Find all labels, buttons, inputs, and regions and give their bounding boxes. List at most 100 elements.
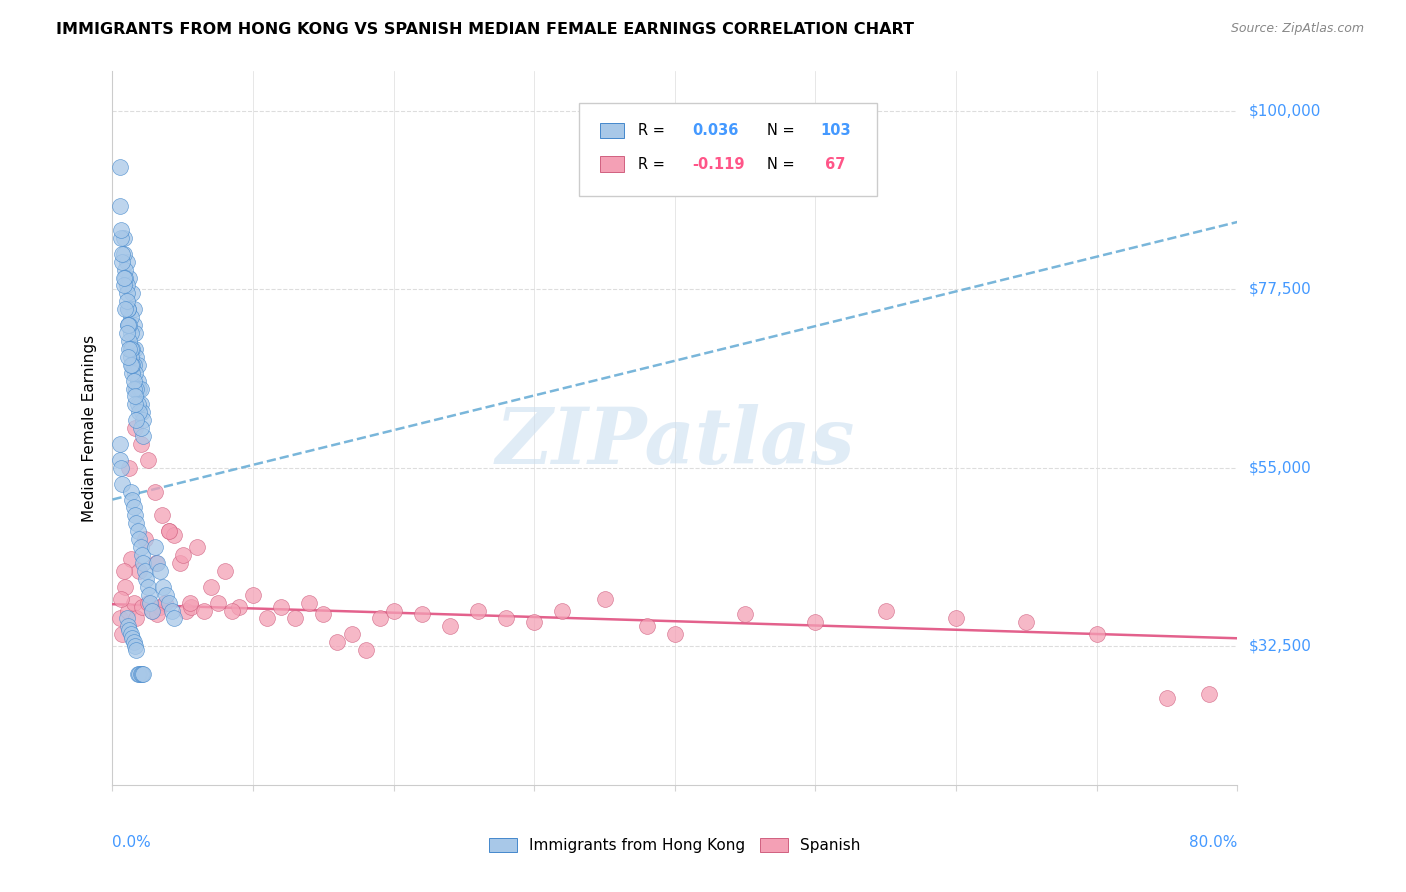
Text: Source: ZipAtlas.com: Source: ZipAtlas.com bbox=[1230, 22, 1364, 36]
Text: 67: 67 bbox=[820, 157, 845, 171]
Point bbox=[127, 667, 149, 681]
Point bbox=[112, 231, 135, 245]
Text: 80.0%: 80.0% bbox=[1189, 835, 1237, 850]
Point bbox=[120, 484, 142, 499]
Point bbox=[193, 603, 215, 617]
Point bbox=[122, 500, 145, 515]
Point bbox=[256, 611, 278, 625]
Point bbox=[1198, 687, 1220, 701]
Point bbox=[110, 460, 132, 475]
Point bbox=[121, 286, 143, 301]
Point bbox=[221, 603, 243, 617]
Text: $32,500: $32,500 bbox=[1249, 639, 1312, 654]
Point bbox=[118, 342, 141, 356]
Point bbox=[121, 632, 143, 646]
Point bbox=[153, 596, 176, 610]
Point bbox=[115, 254, 138, 268]
Point bbox=[125, 516, 148, 531]
Point bbox=[155, 588, 177, 602]
Point bbox=[108, 160, 131, 174]
Point bbox=[122, 374, 145, 388]
Point bbox=[117, 302, 139, 317]
Bar bbox=[599, 123, 624, 138]
Point bbox=[129, 421, 152, 435]
Point bbox=[1156, 690, 1178, 705]
Point bbox=[120, 350, 142, 364]
Point bbox=[284, 611, 307, 625]
Point bbox=[163, 611, 186, 625]
Point bbox=[312, 607, 335, 622]
Point bbox=[127, 374, 149, 388]
Point bbox=[128, 564, 150, 578]
Point bbox=[117, 603, 139, 617]
Point bbox=[169, 556, 191, 570]
Point bbox=[127, 358, 149, 372]
Point bbox=[132, 413, 155, 427]
Point bbox=[174, 603, 197, 617]
Point bbox=[117, 619, 139, 633]
Point bbox=[207, 596, 229, 610]
Text: -0.119: -0.119 bbox=[692, 157, 744, 171]
Point bbox=[118, 270, 141, 285]
Text: 0.036: 0.036 bbox=[692, 123, 738, 138]
Text: IMMIGRANTS FROM HONG KONG VS SPANISH MEDIAN FEMALE EARNINGS CORRELATION CHART: IMMIGRANTS FROM HONG KONG VS SPANISH MED… bbox=[56, 22, 914, 37]
Point bbox=[127, 524, 149, 539]
FancyBboxPatch shape bbox=[579, 103, 877, 196]
Point bbox=[163, 528, 186, 542]
Point bbox=[118, 624, 141, 638]
Point bbox=[523, 615, 546, 630]
Point bbox=[118, 460, 141, 475]
Point bbox=[131, 667, 153, 681]
Point bbox=[157, 596, 180, 610]
Point bbox=[368, 611, 391, 625]
Point bbox=[108, 453, 131, 467]
Point bbox=[139, 596, 162, 610]
Y-axis label: Median Female Earnings: Median Female Earnings bbox=[82, 334, 97, 522]
Point bbox=[112, 564, 135, 578]
Point bbox=[128, 532, 150, 546]
Point bbox=[117, 350, 139, 364]
Point bbox=[125, 611, 148, 625]
Point bbox=[120, 310, 142, 325]
Point bbox=[141, 603, 163, 617]
Point bbox=[125, 643, 148, 657]
Point bbox=[108, 611, 131, 625]
Point bbox=[1015, 615, 1038, 630]
Point bbox=[125, 413, 148, 427]
Point bbox=[664, 627, 686, 641]
Point bbox=[114, 262, 136, 277]
Point bbox=[141, 603, 163, 617]
Point bbox=[111, 627, 134, 641]
Point bbox=[551, 603, 574, 617]
Point bbox=[115, 286, 138, 301]
Point bbox=[111, 246, 134, 260]
Point bbox=[111, 254, 134, 268]
Point bbox=[115, 611, 138, 625]
Point bbox=[131, 599, 153, 614]
Point bbox=[146, 556, 169, 570]
Point bbox=[121, 358, 143, 372]
Point bbox=[124, 397, 146, 411]
Point bbox=[157, 524, 180, 539]
Point bbox=[122, 382, 145, 396]
Point bbox=[270, 599, 292, 614]
Point bbox=[135, 572, 157, 586]
Point bbox=[124, 389, 146, 403]
Point bbox=[145, 556, 167, 570]
Point bbox=[495, 611, 517, 625]
Text: N =: N = bbox=[768, 123, 800, 138]
Point bbox=[152, 580, 174, 594]
Point bbox=[354, 643, 377, 657]
Legend: Immigrants from Hong Kong, Spanish: Immigrants from Hong Kong, Spanish bbox=[484, 832, 866, 859]
Bar bbox=[599, 156, 624, 172]
Point bbox=[124, 421, 146, 435]
Point bbox=[129, 437, 152, 451]
Point bbox=[120, 552, 142, 566]
Point bbox=[125, 350, 148, 364]
Point bbox=[122, 635, 145, 649]
Point bbox=[108, 437, 131, 451]
Point bbox=[186, 540, 208, 554]
Point bbox=[157, 524, 180, 539]
Point bbox=[111, 476, 134, 491]
Point bbox=[150, 508, 173, 523]
